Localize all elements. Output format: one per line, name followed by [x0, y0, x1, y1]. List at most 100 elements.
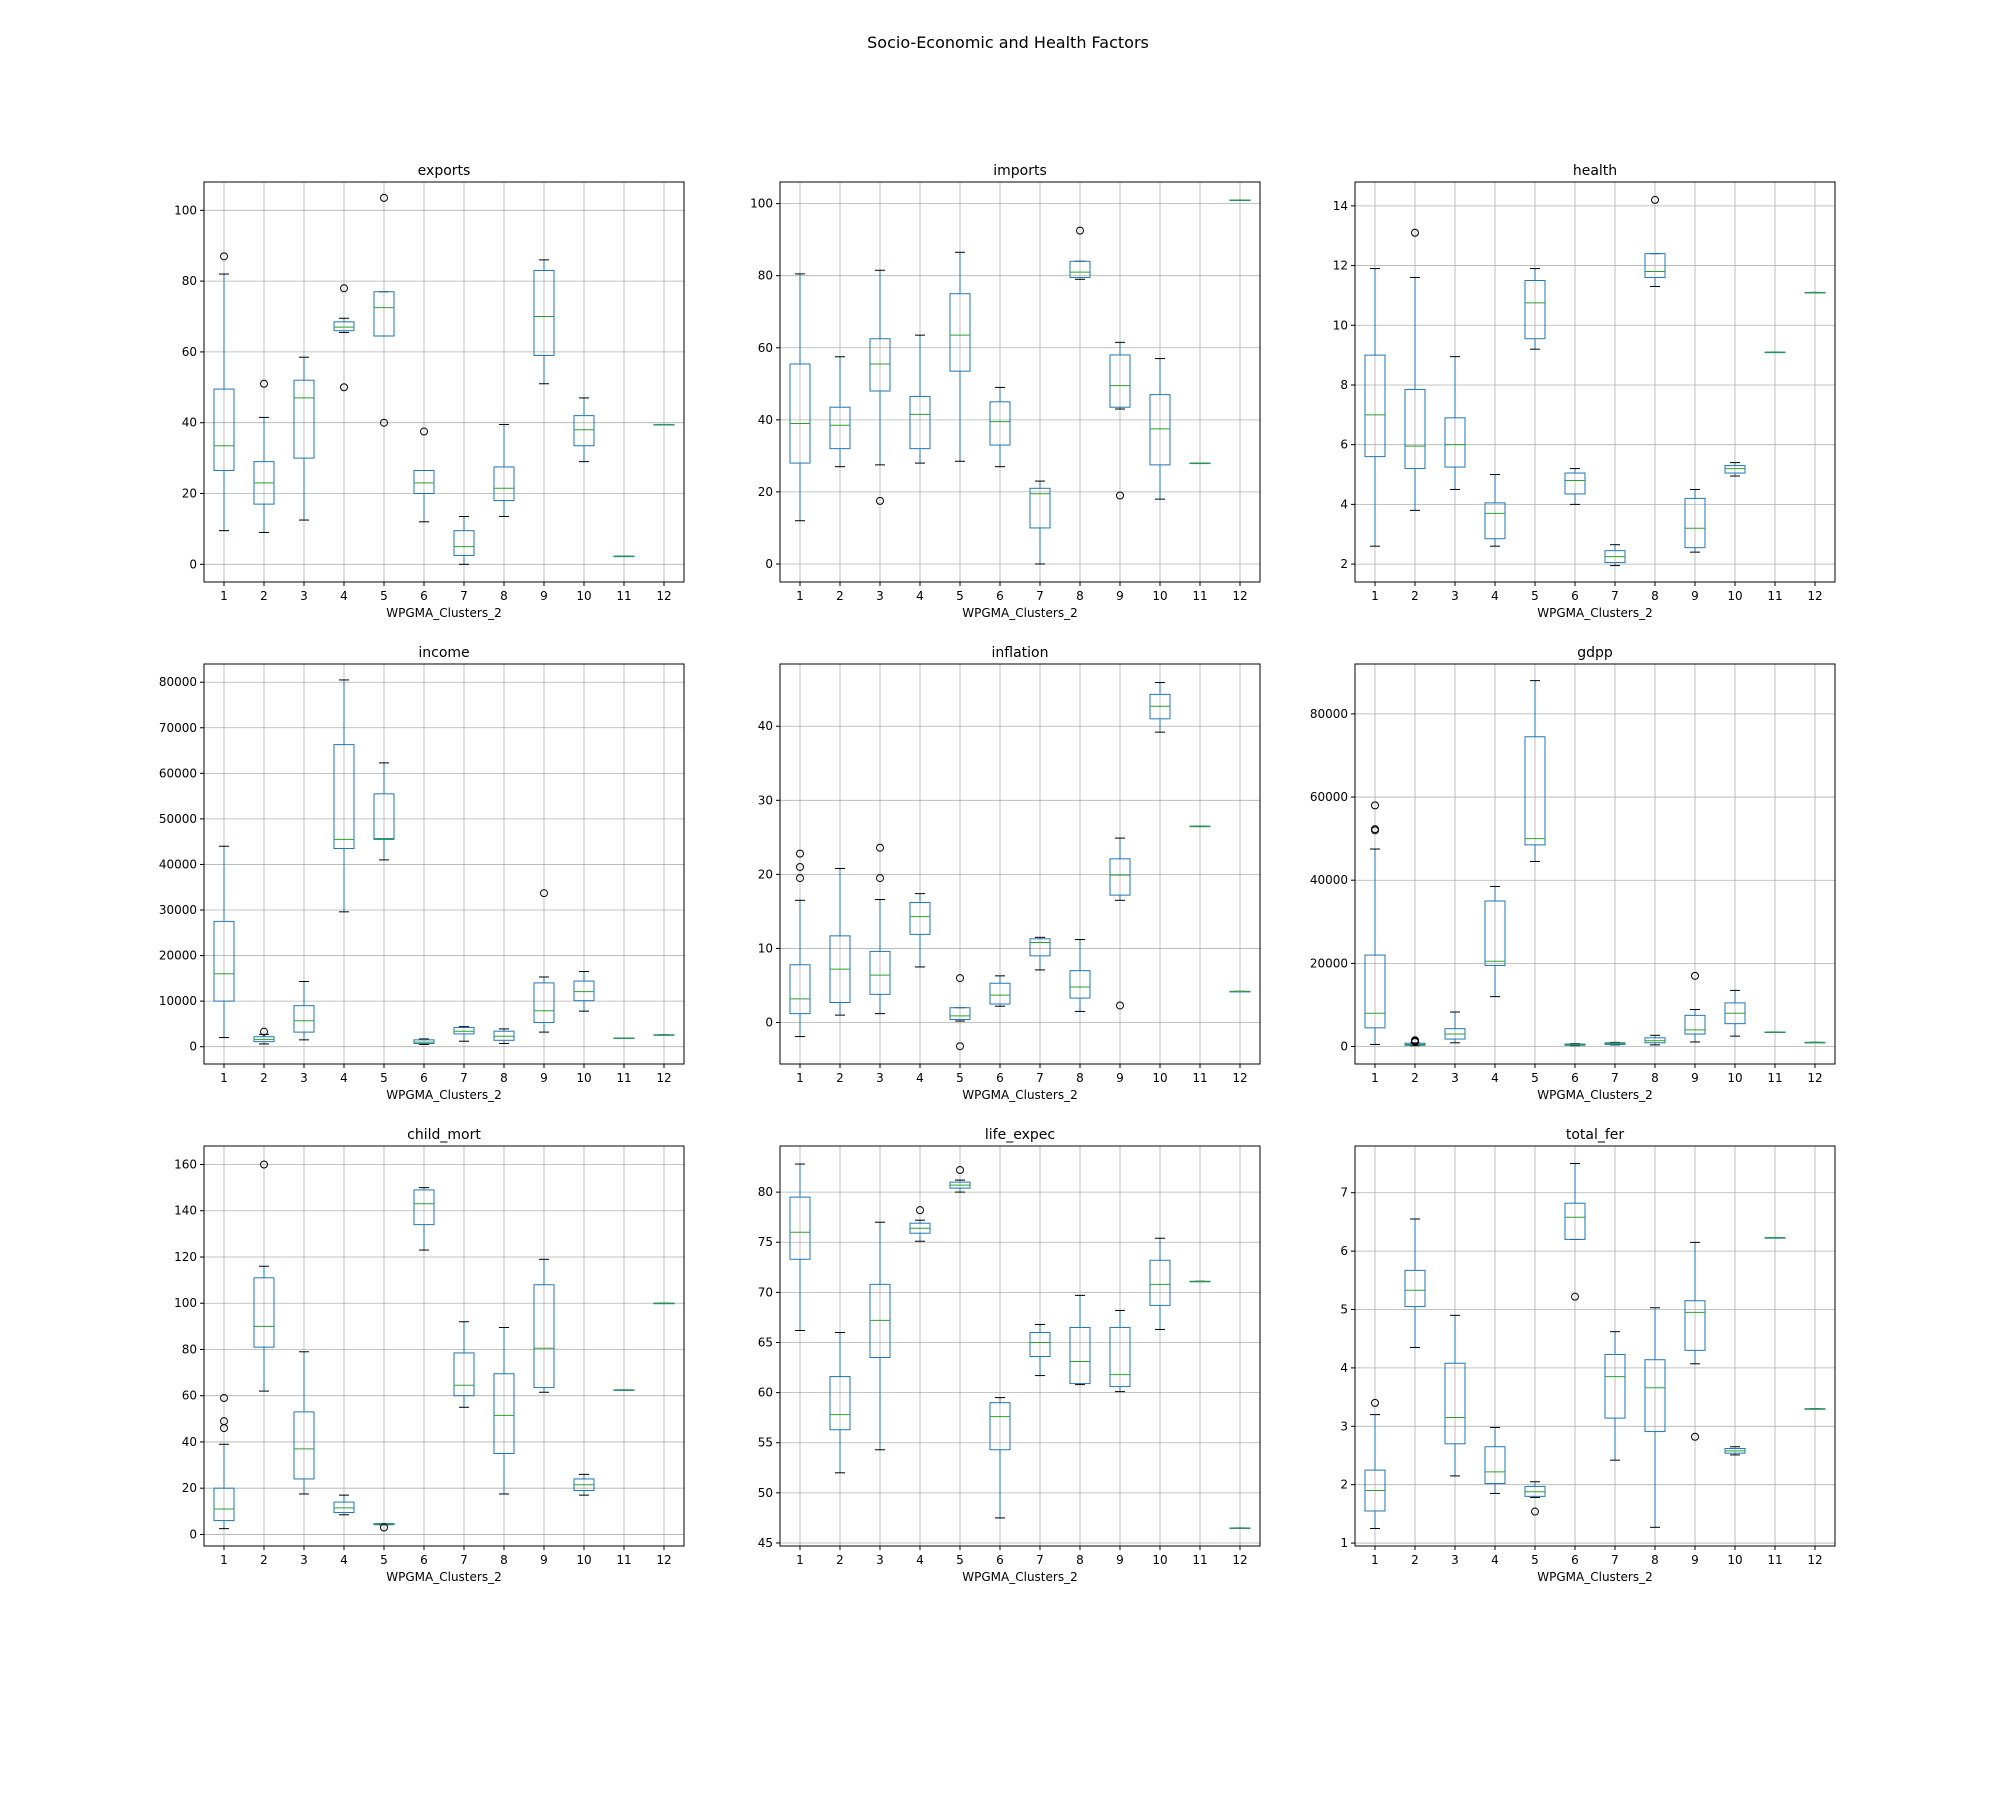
flier-point — [420, 427, 428, 436]
box-cluster-7 — [1604, 1331, 1626, 1461]
y-tick-label: 60 — [182, 1389, 197, 1403]
y-tick-label: 10 — [758, 941, 773, 955]
x-tick-label: 2 — [260, 1071, 268, 1085]
x-tick-label: 10 — [1152, 1553, 1167, 1567]
grid-lines — [780, 1146, 1260, 1546]
y-tick-label: 30 — [758, 793, 773, 807]
x-tick-label: 4 — [1491, 1071, 1499, 1085]
x-tick-label: 9 — [1116, 589, 1124, 603]
axes-frame — [1354, 663, 1836, 1065]
box-cluster-7 — [1029, 1323, 1051, 1377]
subplot-title: inflation — [992, 645, 1049, 661]
subplot-title: life_expec — [985, 1127, 1055, 1143]
box-cluster-10 — [1149, 682, 1171, 733]
y-tick-label: 70000 — [159, 721, 197, 735]
y-tick-label: 55 — [758, 1436, 773, 1450]
box-cluster-7 — [453, 1026, 475, 1042]
y-tick-label: 60000 — [1310, 790, 1348, 804]
x-axis-label: WPGMA_Clusters_2 — [962, 1570, 1077, 1584]
x-tick-label: 1 — [1371, 1071, 1379, 1085]
box-iqr — [1069, 970, 1091, 999]
x-tick-label: 5 — [956, 589, 964, 603]
box-cluster-5 — [949, 974, 971, 1051]
box-cluster-12 — [1229, 199, 1251, 202]
flier-point — [796, 849, 804, 858]
box-cluster-4 — [1484, 474, 1506, 547]
box-iqr — [1564, 472, 1586, 495]
box-cluster-9 — [1109, 1309, 1131, 1393]
y-tick-label: 80 — [758, 269, 773, 283]
box-cluster-7 — [1029, 936, 1051, 971]
box-iqr — [1444, 1362, 1466, 1445]
x-tick-label: 4 — [340, 589, 348, 603]
y-tick-label: 40 — [182, 1435, 197, 1449]
x-tick-label: 8 — [1076, 1071, 1084, 1085]
y-tick-label: 65 — [758, 1335, 773, 1349]
y-tick-label: 4 — [1340, 497, 1348, 511]
y-tick-label: 140 — [174, 1204, 197, 1218]
x-tick-label: 3 — [876, 1071, 884, 1085]
box-cluster-3 — [1444, 1314, 1466, 1477]
box-iqr — [1149, 394, 1171, 466]
box-iqr — [949, 293, 971, 372]
x-tick-label: 11 — [616, 1071, 631, 1085]
box-iqr — [1484, 900, 1506, 966]
flier-point — [876, 874, 884, 883]
box-cluster-1 — [213, 1394, 235, 1530]
x-tick-label: 12 — [1807, 589, 1822, 603]
box-cluster-11 — [1189, 462, 1211, 465]
box-cluster-1 — [1364, 1398, 1386, 1529]
axes-frame — [779, 181, 1261, 583]
y-tick-label: 0 — [1340, 1040, 1348, 1054]
x-tick-label: 5 — [1531, 1071, 1539, 1085]
y-tick-label: 70 — [758, 1285, 773, 1299]
box-iqr — [493, 466, 515, 502]
x-tick-label: 8 — [500, 589, 508, 603]
flier-point — [876, 496, 884, 505]
flier-point — [876, 843, 884, 852]
box-cluster-8 — [1644, 1307, 1666, 1528]
flier-point — [260, 1027, 268, 1036]
y-tick-label: 80000 — [1310, 707, 1348, 721]
x-tick-label: 12 — [656, 1553, 671, 1567]
box-cluster-2 — [829, 867, 851, 1016]
flier-point — [540, 889, 548, 898]
box-cluster-12 — [1804, 291, 1826, 294]
box-cluster-11 — [1764, 351, 1786, 354]
box-iqr — [333, 744, 355, 850]
x-tick-label: 11 — [1767, 1071, 1782, 1085]
box-iqr — [213, 920, 235, 1002]
grid-lines — [1355, 182, 1835, 582]
y-tick-label: 20 — [758, 867, 773, 881]
box-iqr — [1404, 388, 1426, 470]
subplot-health: 1 2 3 4 5 6 7 8 9 10 11 122468101214healthWPGMA_Clu… — [1333, 163, 1836, 620]
flier-point — [1411, 1036, 1419, 1045]
box-iqr — [1684, 1300, 1706, 1351]
subplot-child_mort: 1 2 3 4 5 6 7 8 9 10 11 12020406080100120140160chil… — [174, 1127, 685, 1584]
y-tick-label: 30000 — [159, 903, 197, 917]
x-tick-label: 7 — [1036, 1071, 1044, 1085]
y-tick-label: 80 — [758, 1185, 773, 1199]
box-cluster-3 — [293, 356, 315, 521]
flier-point — [796, 862, 804, 871]
y-tick-label: 50000 — [159, 812, 197, 826]
x-tick-label: 2 — [836, 1553, 844, 1567]
flier-point — [1371, 1398, 1379, 1407]
box-cluster-5 — [949, 1166, 971, 1193]
x-tick-label: 11 — [1192, 1071, 1207, 1085]
x-axis-label: WPGMA_Clusters_2 — [962, 606, 1077, 620]
x-tick-label: 6 — [1571, 1071, 1579, 1085]
box-cluster-5 — [949, 251, 971, 462]
box-iqr — [1644, 253, 1666, 279]
flier-point — [220, 1417, 228, 1426]
subplot-life_expec: 1 2 3 4 5 6 7 8 9 10 11 124550556065707580life_expe… — [758, 1127, 1261, 1584]
x-tick-label: 6 — [420, 1071, 428, 1085]
x-tick-label: 5 — [956, 1071, 964, 1085]
x-tick-label: 1 — [796, 589, 804, 603]
box-cluster-6 — [413, 1187, 435, 1251]
box-iqr — [413, 469, 435, 495]
y-tick-label: 0 — [765, 1016, 773, 1030]
x-tick-label: 9 — [1116, 1071, 1124, 1085]
x-tick-label: 11 — [1767, 589, 1782, 603]
y-tick-label: 12 — [1333, 259, 1348, 273]
